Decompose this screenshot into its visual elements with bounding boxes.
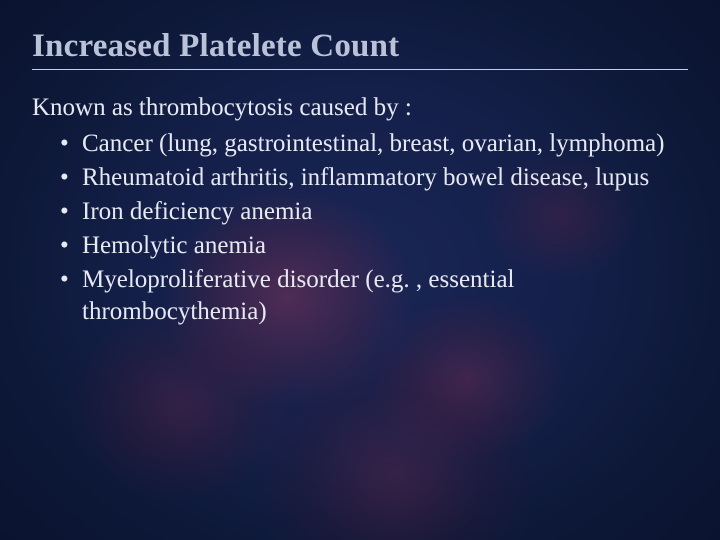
bullet-list: Cancer (lung, gastrointestinal, breast, … [32,128,688,328]
title-underline [32,69,688,70]
list-item: Hemolytic anemia [32,230,688,262]
slide: Increased Platelete Count Known as throm… [0,0,720,540]
list-item: Cancer (lung, gastrointestinal, breast, … [32,128,688,160]
list-item: Myeloproliferative disorder (e.g. , esse… [32,264,688,328]
list-item: Rheumatoid arthritis, inflammatory bowel… [32,162,688,194]
list-item: Iron deficiency anemia [32,196,688,228]
slide-title: Increased Platelete Count [32,28,688,65]
intro-text: Known as thrombocytosis caused by : [32,92,688,124]
